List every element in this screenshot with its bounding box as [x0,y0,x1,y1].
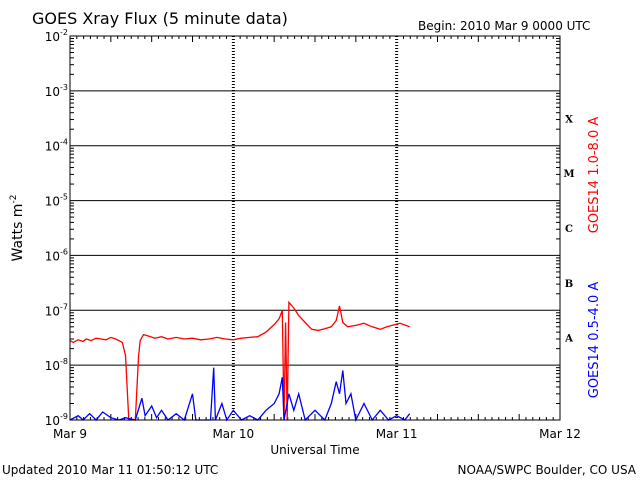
begin-label: Begin: 2010 Mar 9 0000 UTC [418,19,590,33]
x-tick-label: Mar 10 [212,427,254,441]
legend-short-channel: GOES14 0.5-4.0 A [587,282,602,399]
y-tick-label: 10-3 [45,83,68,99]
flare-class-labels: X M C B A [563,114,574,344]
flare-class-x: X [565,114,573,125]
series-short-channel [69,367,411,423]
x-tick-label: Mar 11 [376,427,418,441]
series-group [69,300,411,423]
y-tick-label: 10-2 [45,28,68,44]
updated-timestamp: Updated 2010 Mar 11 01:50:12 UTC [2,463,218,477]
y-tick-label: 10-8 [45,357,68,373]
y-tick-label: 10-9 [45,412,68,428]
chart-title: GOES Xray Flux (5 minute data) [32,9,288,28]
plot-frame [69,35,561,421]
y-axis-label: Watts m-2 [9,195,26,262]
flare-class-b: B [565,279,573,290]
y-tick-label: 10-4 [45,138,68,154]
grid-lines [70,36,560,420]
flare-class-a: A [564,334,573,345]
x-axis-ticks: Mar 9 Mar 10 Mar 11 Mar 12 [53,36,581,441]
x-axis-label: Universal Time [270,443,359,457]
y-tick-label: 10-5 [45,193,68,209]
legend-long-channel: GOES14 1.0-8.0 A [587,117,602,234]
x-tick-label: Mar 12 [539,427,581,441]
data-source: NOAA/SWPC Boulder, CO USA [458,463,637,477]
series-long-channel [69,300,410,421]
x-tick-label: Mar 9 [53,427,87,441]
y-tick-label: 10-6 [45,247,68,263]
y-tick-label: 10-7 [45,302,68,318]
y-axis-ticks: 10-2 10-3 10-4 10-5 10-6 10-7 10-8 10-9 [45,28,560,428]
flare-class-m: M [563,169,574,180]
flare-class-c: C [565,224,573,235]
